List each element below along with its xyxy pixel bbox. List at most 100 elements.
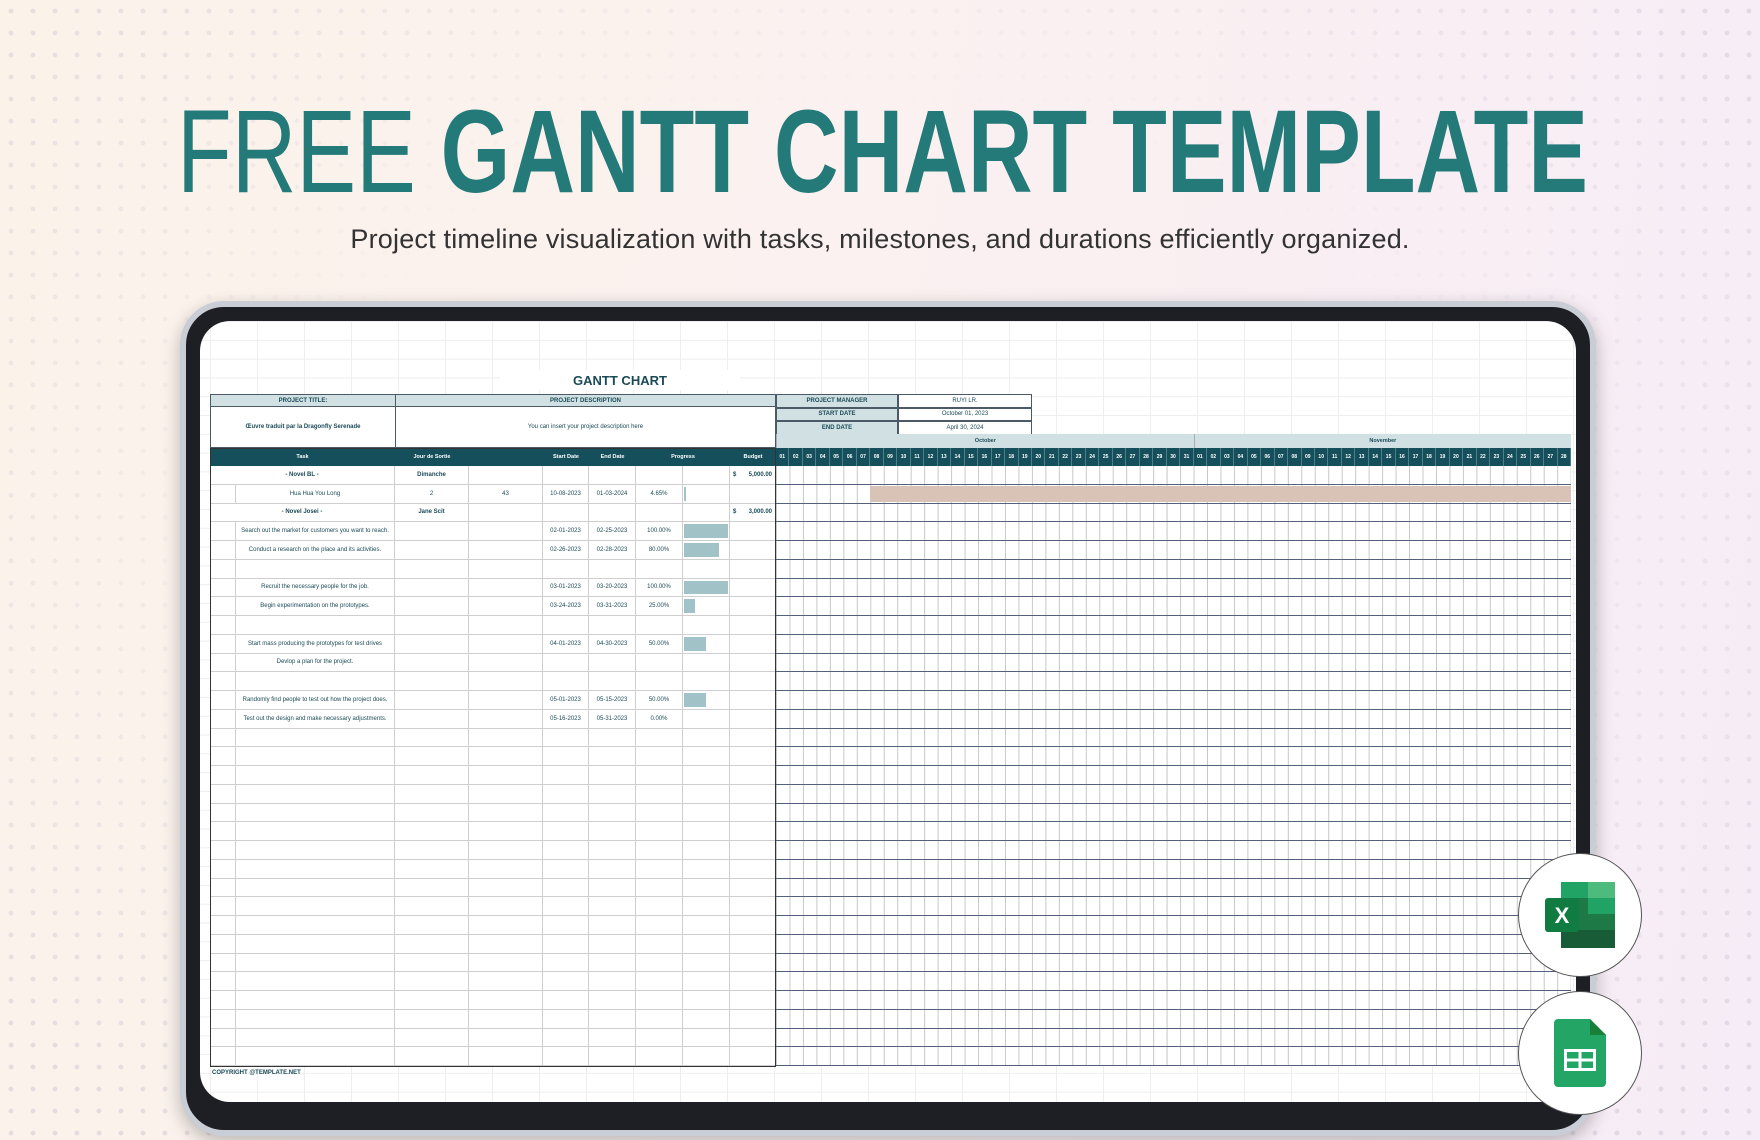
table-cell[interactable] [589, 1047, 636, 1066]
table-cell[interactable] [589, 784, 636, 803]
table-cell[interactable]: 03-31-2023 [589, 597, 636, 616]
table-cell[interactable]: 01-03-2024 [589, 484, 636, 503]
table-cell[interactable] [236, 784, 395, 803]
table-cell[interactable] [543, 916, 589, 934]
table-cell[interactable] [589, 953, 636, 972]
table-cell[interactable] [236, 616, 395, 634]
table-cell[interactable]: 02-25-2023 [589, 522, 636, 541]
table-cell[interactable]: - Novel BL - [210, 466, 395, 484]
table-cell[interactable] [730, 691, 776, 709]
table-cell[interactable] [236, 991, 395, 1009]
table-cell[interactable] [395, 803, 469, 822]
table-cell[interactable] [730, 953, 776, 972]
table-cell[interactable] [683, 1028, 730, 1047]
table-cell[interactable] [730, 897, 776, 916]
table-cell[interactable] [469, 672, 543, 691]
table-cell[interactable]: 10-08-2023 [543, 484, 589, 503]
table-cell[interactable] [395, 934, 469, 953]
table-cell[interactable] [683, 916, 730, 934]
table-cell[interactable] [636, 672, 683, 691]
table-cell[interactable] [636, 878, 683, 897]
table-cell[interactable] [683, 503, 730, 522]
table-cell[interactable]: 100.00% [636, 522, 683, 541]
table-cell[interactable]: Hua Hua You Long [236, 484, 395, 503]
table-cell[interactable] [236, 859, 395, 878]
table-cell[interactable] [543, 616, 589, 634]
gantt-bar[interactable] [870, 485, 1571, 502]
table-cell[interactable] [543, 953, 589, 972]
table-cell[interactable]: Search out the market for customers you … [236, 522, 395, 541]
table-cell[interactable] [636, 859, 683, 878]
table-cell[interactable] [683, 634, 730, 653]
table-cell[interactable] [469, 916, 543, 934]
table-cell[interactable] [543, 653, 589, 672]
table-cell[interactable]: 03-20-2023 [589, 578, 636, 597]
table-cell[interactable]: 50.00% [636, 634, 683, 653]
table-cell[interactable] [395, 559, 469, 578]
table-cell[interactable] [683, 953, 730, 972]
table-cell[interactable] [589, 672, 636, 691]
table-cell[interactable] [469, 1028, 543, 1047]
table-cell[interactable] [236, 559, 395, 578]
table-cell[interactable] [730, 991, 776, 1009]
table-cell[interactable] [469, 541, 543, 559]
table-cell[interactable] [395, 916, 469, 934]
table-cell[interactable] [589, 1028, 636, 1047]
table-cell[interactable]: 02-26-2023 [543, 541, 589, 559]
table-cell[interactable] [395, 541, 469, 559]
table-cell[interactable] [683, 484, 730, 503]
table-cell[interactable] [469, 953, 543, 972]
table-cell[interactable] [683, 897, 730, 916]
table-cell[interactable] [589, 934, 636, 953]
table-cell[interactable] [683, 578, 730, 597]
table-cell[interactable] [210, 859, 236, 878]
table-cell[interactable] [210, 991, 236, 1009]
table-cell[interactable] [210, 728, 236, 747]
table-cell[interactable] [730, 1009, 776, 1028]
table-cell[interactable] [395, 616, 469, 634]
table-cell[interactable] [395, 1047, 469, 1066]
table-cell[interactable] [210, 747, 236, 766]
table-cell[interactable] [636, 822, 683, 841]
table-cell[interactable] [210, 634, 236, 653]
table-cell[interactable] [469, 784, 543, 803]
table-cell[interactable] [469, 1009, 543, 1028]
table-cell[interactable]: 02-28-2023 [589, 541, 636, 559]
table-cell[interactable] [543, 672, 589, 691]
table-cell[interactable] [683, 541, 730, 559]
table-cell[interactable] [636, 1009, 683, 1028]
table-cell[interactable] [730, 541, 776, 559]
table-cell[interactable] [636, 653, 683, 672]
table-cell[interactable] [543, 784, 589, 803]
table-cell[interactable] [469, 841, 543, 859]
table-cell[interactable] [589, 916, 636, 934]
table-cell[interactable] [636, 991, 683, 1009]
table-cell[interactable] [730, 766, 776, 784]
table-cell[interactable] [210, 766, 236, 784]
table-cell[interactable] [730, 841, 776, 859]
table-cell[interactable] [210, 878, 236, 897]
table-cell[interactable] [683, 672, 730, 691]
table-cell[interactable] [469, 709, 543, 728]
table-cell[interactable]: Conduct a research on the place and its … [236, 541, 395, 559]
table-cell[interactable] [589, 878, 636, 897]
table-cell[interactable] [543, 466, 589, 484]
table-cell[interactable] [589, 503, 636, 522]
table-cell[interactable] [730, 578, 776, 597]
table-cell[interactable] [543, 1047, 589, 1066]
table-cell[interactable] [543, 1028, 589, 1047]
table-cell[interactable] [395, 1028, 469, 1047]
table-cell[interactable] [636, 559, 683, 578]
table-cell[interactable] [469, 934, 543, 953]
table-cell[interactable] [589, 766, 636, 784]
table-cell[interactable] [469, 522, 543, 541]
table-cell[interactable] [683, 466, 730, 484]
table-cell[interactable] [395, 653, 469, 672]
table-cell[interactable] [683, 1047, 730, 1066]
table-cell[interactable]: 50.00% [636, 691, 683, 709]
table-cell[interactable] [469, 653, 543, 672]
table-cell[interactable] [683, 709, 730, 728]
table-cell[interactable] [543, 972, 589, 991]
table-cell[interactable] [730, 653, 776, 672]
table-cell[interactable] [589, 1009, 636, 1028]
